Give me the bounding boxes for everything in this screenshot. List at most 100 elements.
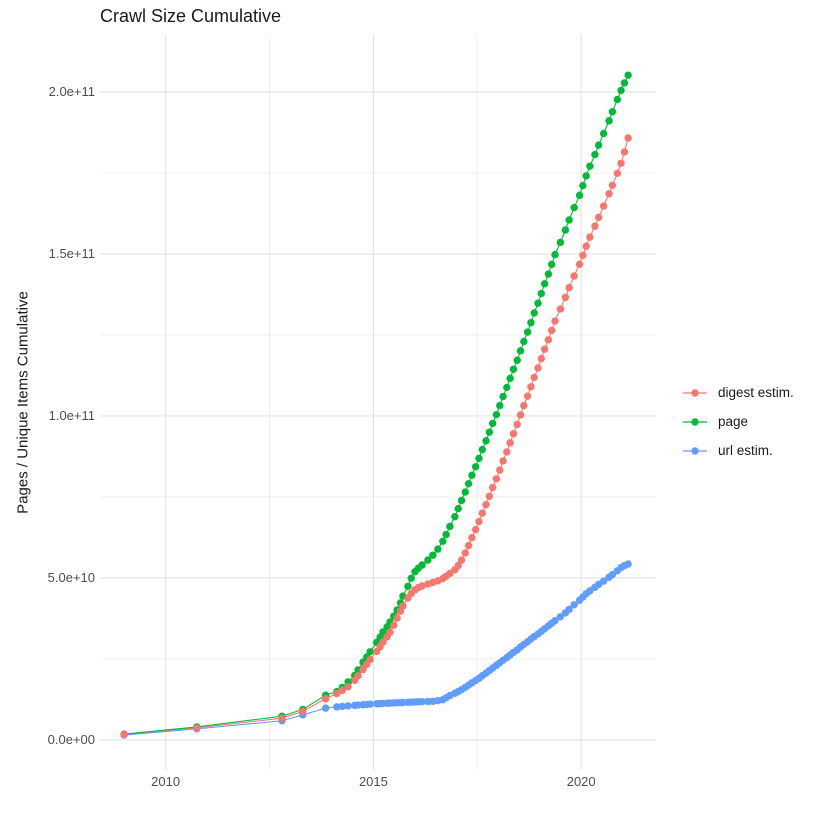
data-point-page <box>424 556 432 564</box>
data-point-digest <box>551 317 559 325</box>
data-point-digest <box>478 509 487 517</box>
data-point-page <box>468 471 476 479</box>
data-point-digest <box>605 190 613 198</box>
data-point-digest <box>503 448 511 456</box>
data-point-digest <box>468 534 476 542</box>
data-point-page <box>439 537 447 546</box>
legend-label: url estim. <box>718 443 773 458</box>
data-point-digest <box>620 148 629 156</box>
data-point-url <box>608 570 617 579</box>
data-point-digest <box>617 159 625 167</box>
data-point-page <box>591 150 599 159</box>
data-point-url <box>338 702 346 711</box>
x-tick-label: 2010 <box>151 774 181 789</box>
data-point-page <box>599 129 608 138</box>
data-point-digest <box>485 492 494 500</box>
data-point-page <box>534 299 542 307</box>
data-point-digest <box>513 420 521 429</box>
data-point-page <box>579 181 587 190</box>
data-point-page <box>496 401 504 410</box>
data-point-digest <box>454 561 462 570</box>
data-point-page <box>527 318 535 327</box>
data-point-digest <box>575 260 584 269</box>
data-point-url <box>418 697 426 706</box>
data-point-url <box>556 613 565 621</box>
data-point-digest <box>418 582 426 590</box>
data-point-page <box>464 479 473 488</box>
data-point-digest <box>321 695 330 703</box>
data-point-digest <box>523 392 532 400</box>
data-point-digest <box>506 439 514 447</box>
y-tick-label: 5.0e+10 <box>47 569 95 585</box>
data-point-digest <box>613 169 622 178</box>
y-tick-label: 2.0e+11 <box>48 84 95 99</box>
data-point-digest <box>509 430 518 438</box>
data-point-page <box>475 454 483 463</box>
data-point-page <box>537 289 546 298</box>
legend-item-page: page <box>683 407 794 436</box>
legend-key-icon-page <box>683 417 707 426</box>
data-point-page <box>540 280 549 288</box>
x-tick-label: 2020 <box>566 774 596 789</box>
legend-key-dot <box>691 417 699 426</box>
data-point-page <box>482 437 490 445</box>
data-point-page <box>570 203 578 212</box>
legend-key-icon-url <box>683 446 707 455</box>
data-point-digest <box>492 475 501 483</box>
legend: digest estim. page url estim. <box>683 378 794 465</box>
data-point-page <box>594 141 603 149</box>
data-point-digest <box>608 181 617 190</box>
data-point-page <box>617 86 625 95</box>
series-line-page <box>124 74 629 735</box>
data-point-digest <box>561 293 570 302</box>
data-point-page <box>530 309 538 317</box>
data-point-digest <box>333 689 341 698</box>
data-point-digest <box>482 501 490 509</box>
data-point-page <box>544 270 553 278</box>
data-point-page <box>509 365 518 373</box>
data-point-digest <box>120 730 128 739</box>
data-point-page <box>561 226 570 234</box>
data-point-url <box>366 700 374 708</box>
data-point-page <box>547 260 556 269</box>
data-point-digest <box>338 686 346 695</box>
data-point-digest <box>499 457 507 465</box>
data-point-page <box>471 463 480 471</box>
data-point-page <box>624 71 632 79</box>
data-point-page <box>478 445 487 454</box>
data-point-digest <box>399 602 407 610</box>
data-point-page <box>418 561 426 569</box>
data-point-digest <box>193 724 201 732</box>
data-point-digest <box>530 373 538 382</box>
data-point-page <box>379 628 387 636</box>
data-point-digest <box>594 213 603 222</box>
data-point-digest <box>599 202 608 210</box>
data-point-page <box>461 488 469 496</box>
data-point-page <box>613 95 622 104</box>
data-point-page <box>575 191 584 200</box>
data-point-digest <box>366 655 374 664</box>
data-point-digest <box>496 466 504 474</box>
y-axis-title: Pages / Unique Items Cumulative <box>14 291 32 514</box>
data-point-page <box>442 530 450 539</box>
data-point-digest <box>582 242 590 250</box>
data-point-digest <box>624 134 632 142</box>
data-point-url <box>570 601 578 609</box>
data-point-page <box>556 238 565 247</box>
data-point-page <box>608 108 617 116</box>
data-point-page <box>520 337 528 346</box>
data-point-page <box>454 504 462 513</box>
data-point-page <box>457 496 466 505</box>
data-point-page <box>523 328 532 336</box>
data-point-page <box>404 582 412 591</box>
data-point-digest <box>386 628 394 637</box>
data-point-page <box>434 545 442 553</box>
data-point-page <box>503 383 511 392</box>
data-point-digest <box>579 251 587 259</box>
data-point-page <box>620 79 629 87</box>
data-point-page <box>429 551 437 559</box>
data-point-digest <box>534 364 542 372</box>
legend-item-digest: digest estim. <box>683 378 794 407</box>
